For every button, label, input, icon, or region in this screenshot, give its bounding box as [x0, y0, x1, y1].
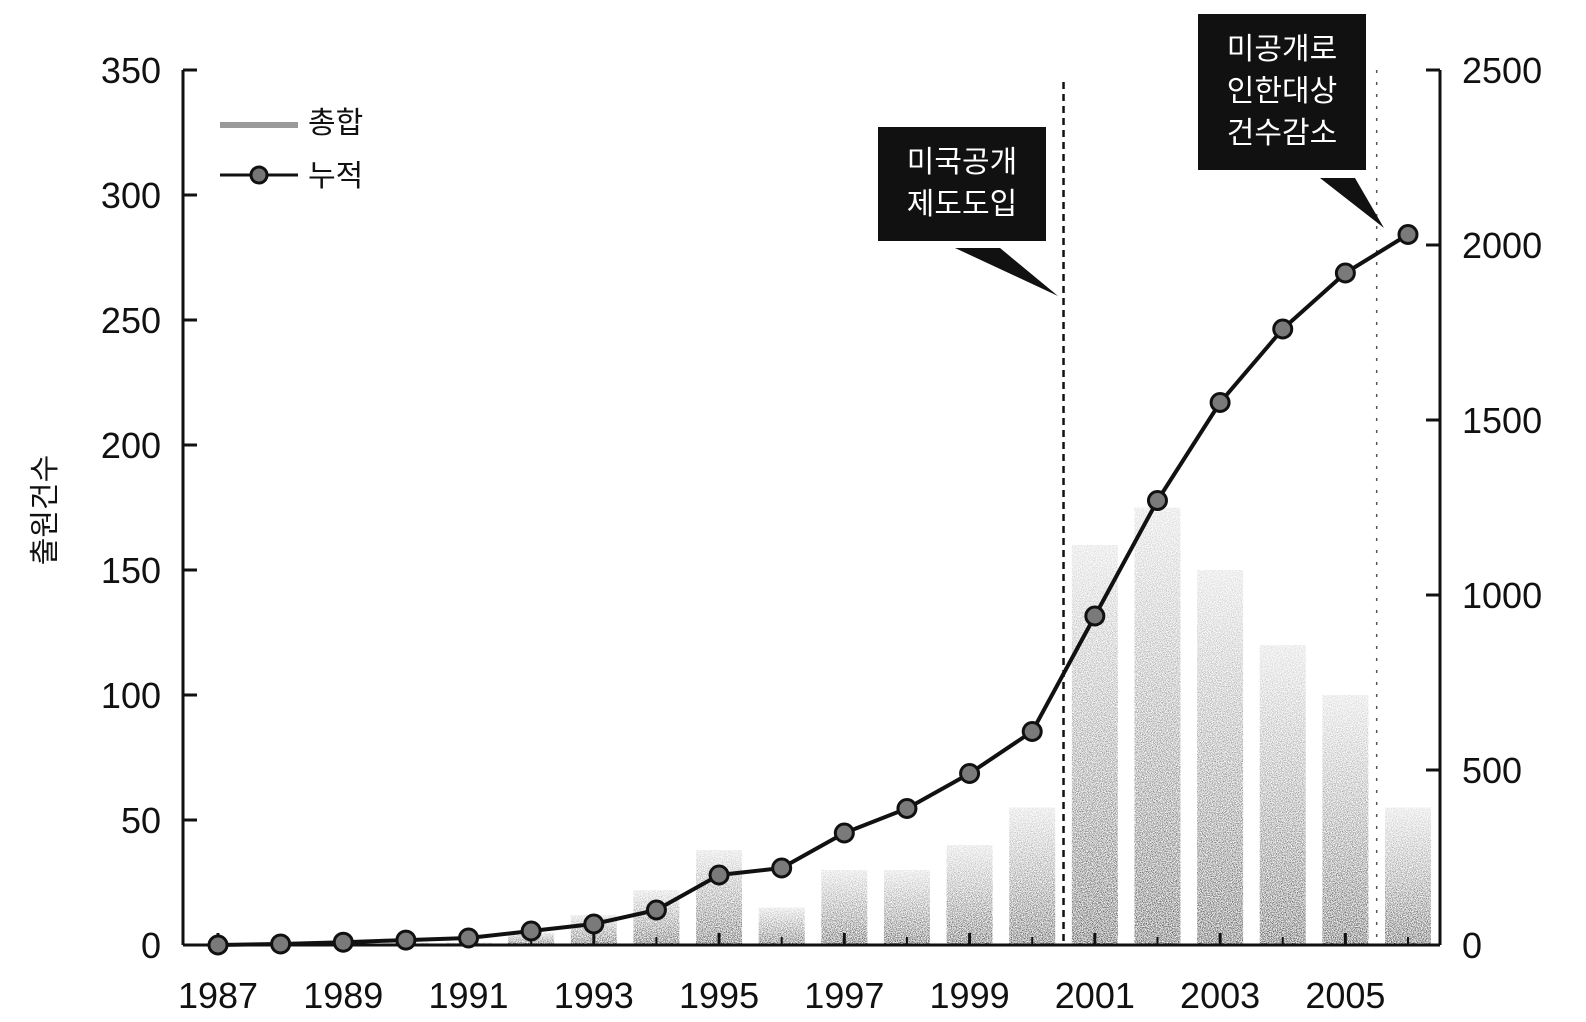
legend-label-bars: 총합	[308, 106, 363, 141]
right-axis-tick-label: 1000	[1462, 575, 1542, 616]
line-point	[1146, 490, 1168, 511]
legend-label-line: 누적	[308, 159, 363, 194]
callout-text-line: 인한대상	[1227, 74, 1337, 109]
x-axis-tick-label: 1987	[178, 975, 258, 1016]
line-point	[1334, 262, 1356, 284]
line-point	[708, 864, 730, 886]
bar	[883, 870, 930, 945]
x-axis-tick-label: 2003	[1180, 975, 1260, 1016]
legend: 총합 누적	[220, 106, 363, 194]
axes: 0 50 100 150 200 250 300 350 0 500 1000 1500 2000 250…	[101, 50, 1542, 1016]
line-point	[270, 933, 292, 955]
right-axis-tick-label: 1500	[1462, 400, 1542, 441]
left-axis-tick-label: 200	[101, 425, 161, 466]
bar	[821, 870, 868, 945]
bar-series	[257, 507, 1431, 945]
left-axis-tick-label: 100	[101, 675, 161, 716]
y-axis-label: 출원건수	[28, 455, 63, 565]
x-axis-tick-label: 1993	[554, 975, 634, 1016]
line-point	[833, 822, 855, 844]
bar	[696, 850, 743, 945]
right-axis-tick-label: 2500	[1462, 50, 1542, 91]
line-point	[207, 934, 229, 956]
right-axis-tick-label: 0	[1462, 925, 1482, 966]
callout-text-line: 미국공개	[907, 145, 1017, 180]
right-axis-tick-label: 2000	[1462, 225, 1542, 266]
left-axis-tick-label: 0	[141, 925, 161, 966]
left-axis-tick-label: 50	[121, 800, 161, 841]
left-axis-tick-label: 350	[101, 50, 161, 91]
callout-box	[878, 127, 1046, 241]
bar	[1134, 507, 1181, 945]
legend-swatch-marker	[249, 165, 269, 185]
line-series	[207, 224, 1419, 956]
x-axis-tick-label: 1989	[303, 975, 383, 1016]
right-axis-tick-label: 500	[1462, 750, 1522, 791]
line-point	[458, 927, 480, 949]
x-axis-tick-label: 2001	[1055, 975, 1135, 1016]
line-point	[583, 913, 605, 935]
bar	[1009, 807, 1056, 945]
callout-text-line: 제도도입	[907, 187, 1017, 222]
line-point	[1209, 392, 1231, 413]
x-axis-tick-label: 1995	[679, 975, 759, 1016]
bar	[1259, 645, 1306, 945]
callout-text-line: 건수감소	[1227, 116, 1337, 151]
line-point	[1021, 721, 1043, 742]
line-point	[1272, 318, 1294, 340]
legend-swatch-bars	[220, 122, 298, 128]
callout-text-line: 미공개로	[1227, 32, 1337, 67]
line-point	[332, 931, 354, 953]
bar	[1197, 570, 1244, 945]
x-axis-tick-label: 1999	[930, 975, 1010, 1016]
bar	[1385, 807, 1431, 945]
line-point	[645, 899, 667, 921]
callout-pointer	[1320, 178, 1384, 228]
left-axis-tick-label: 250	[101, 300, 161, 341]
line-point	[771, 857, 793, 879]
callout-box	[1198, 14, 1366, 170]
line-point	[520, 920, 542, 942]
x-axis-tick-label: 2005	[1305, 975, 1385, 1016]
line-point	[395, 929, 417, 951]
line-point	[1397, 224, 1419, 245]
line-point	[1084, 605, 1106, 627]
line-point	[959, 763, 981, 784]
line-point	[896, 798, 918, 819]
bar	[1322, 695, 1369, 945]
x-axis-tick-label: 1991	[428, 975, 508, 1016]
callout-pointer	[955, 248, 1058, 296]
x-axis-tick-label: 1997	[804, 975, 884, 1016]
left-axis-tick-label: 300	[101, 175, 161, 216]
left-axis-tick-label: 150	[101, 550, 161, 591]
bar	[1071, 545, 1118, 945]
bar	[946, 845, 993, 945]
